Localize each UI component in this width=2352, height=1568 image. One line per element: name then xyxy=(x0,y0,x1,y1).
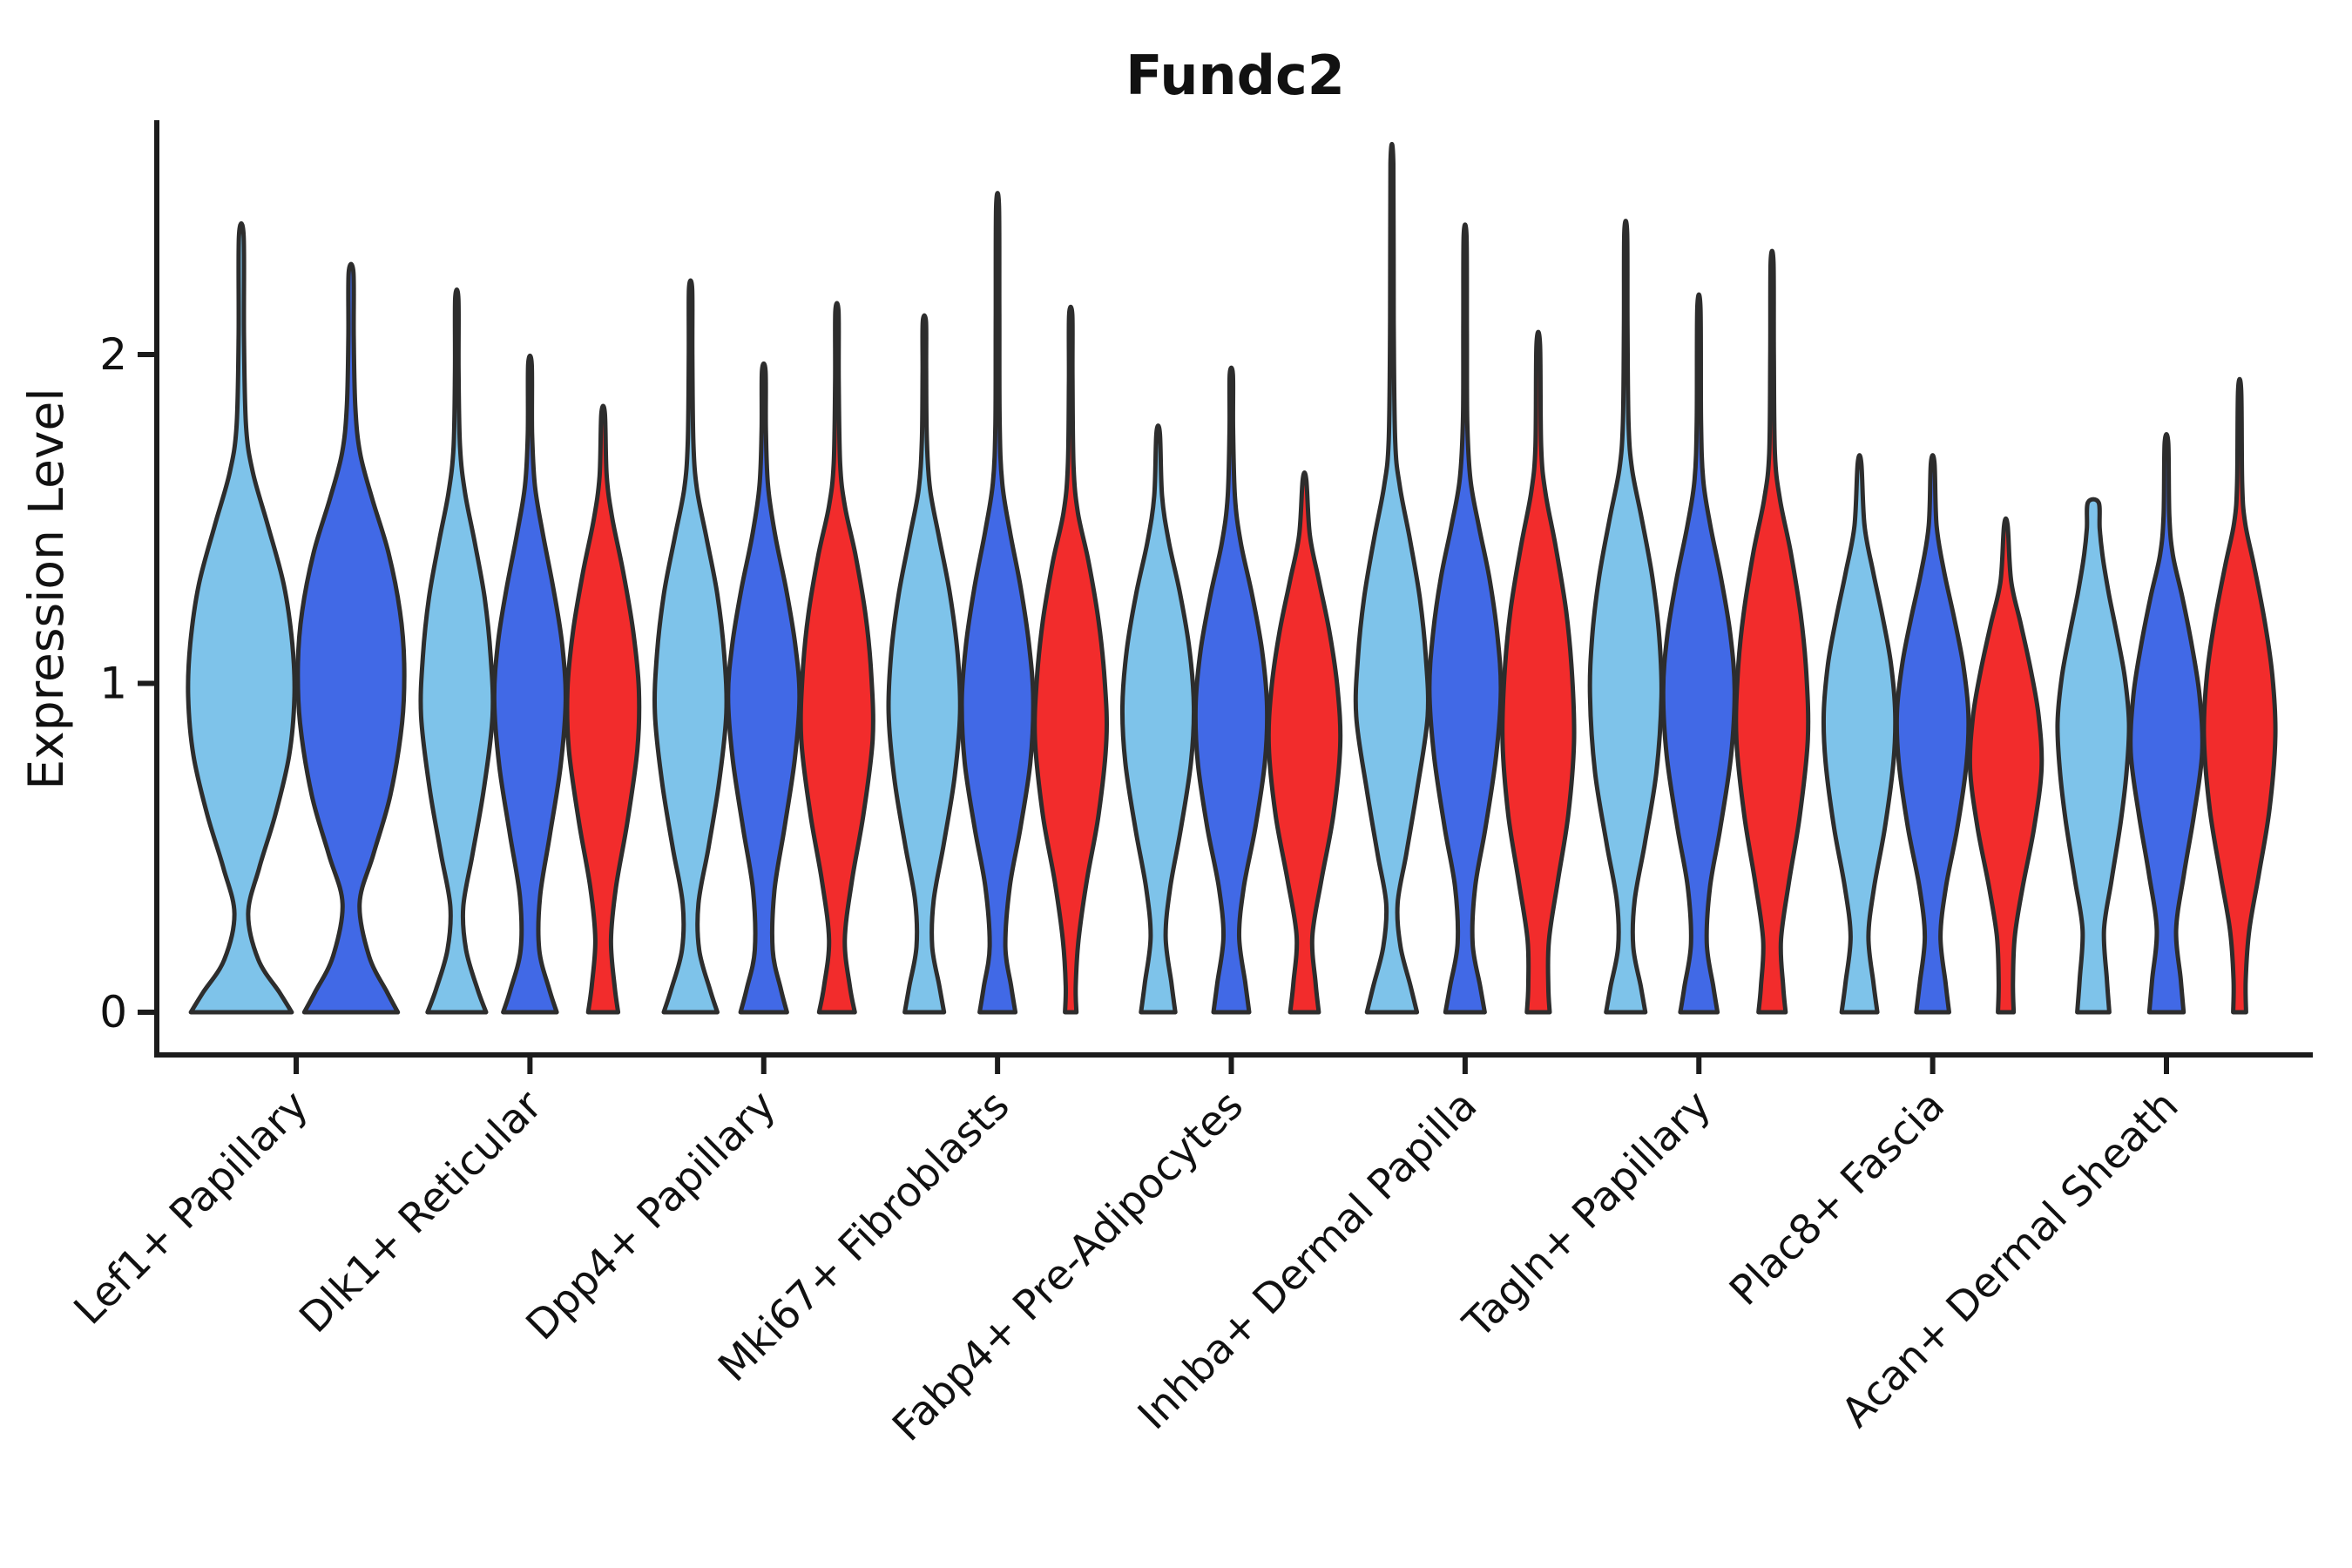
x-tick-label: Dlk1+ Reticular xyxy=(290,1081,551,1342)
violin-light_blue xyxy=(652,278,729,1015)
x-tick-label: Lef1+ Papillary xyxy=(65,1082,318,1335)
violin-light_blue xyxy=(1587,219,1664,1015)
violin-royal_blue xyxy=(2128,432,2205,1015)
violin-royal_blue xyxy=(1427,222,1504,1015)
violin-red xyxy=(564,403,642,1015)
violin-royal_blue xyxy=(491,353,568,1015)
violin-light_blue xyxy=(886,313,963,1015)
y-axis-label: Expression Level xyxy=(18,388,74,789)
violin-red xyxy=(1500,329,1577,1015)
violin-red xyxy=(1032,304,1110,1015)
violin-light_blue xyxy=(418,287,496,1015)
violin-red xyxy=(798,301,875,1015)
x-tick-label: Dpp4+ Papillary xyxy=(517,1082,786,1350)
violins-layer xyxy=(186,141,2278,1015)
x-tick-label: Tagln+ Papillary xyxy=(1454,1082,1720,1348)
y-tick-label: 0 xyxy=(99,987,127,1037)
chart-title: Fundc2 xyxy=(1125,44,1345,107)
y-tick-label: 2 xyxy=(99,329,127,380)
y-axis-ticks: 0 1 2 xyxy=(99,329,157,1037)
violin-royal_blue xyxy=(1193,365,1270,1015)
violin-light_blue xyxy=(186,220,297,1015)
violin-royal_blue xyxy=(959,191,1036,1015)
x-tick-label: Plac8+ Fascia xyxy=(1720,1082,1954,1315)
violin-red xyxy=(1266,470,1343,1015)
violin-royal_blue xyxy=(726,361,802,1015)
y-tick-label: 1 xyxy=(99,659,127,709)
violin-royal_blue xyxy=(295,261,407,1015)
violin-light_blue xyxy=(1821,453,1898,1015)
violin-red xyxy=(2201,376,2278,1015)
violin-light_blue xyxy=(2055,497,2132,1015)
violin-red xyxy=(1967,516,2044,1015)
violin-light_blue xyxy=(1353,141,1430,1015)
violin-red xyxy=(1734,248,1811,1015)
violin-light_blue xyxy=(1119,423,1197,1015)
violin-royal_blue xyxy=(1660,292,1737,1015)
violin-royal_blue xyxy=(1894,453,1971,1015)
